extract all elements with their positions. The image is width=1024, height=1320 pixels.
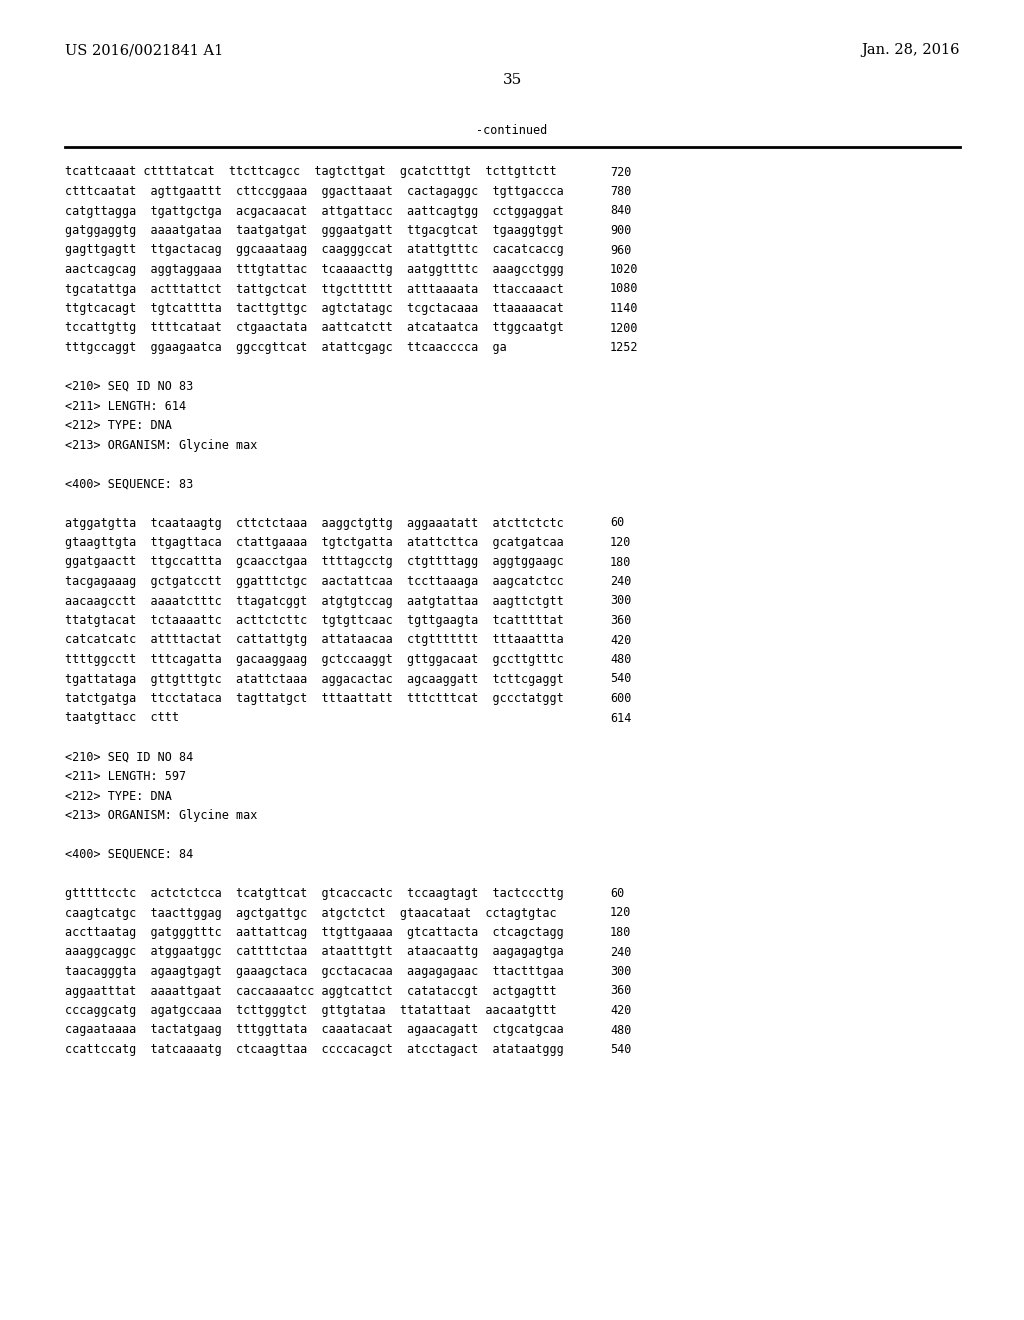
Text: 300: 300 — [610, 594, 632, 607]
Text: 420: 420 — [610, 634, 632, 647]
Text: gagttgagtt  ttgactacag  ggcaaataag  caagggccat  atattgtttc  cacatcaccg: gagttgagtt ttgactacag ggcaaataag caagggc… — [65, 243, 564, 256]
Text: 240: 240 — [610, 945, 632, 958]
Text: aacaagcctt  aaaatctttc  ttagatcggt  atgtgtccag  aatgtattaa  aagttctgtt: aacaagcctt aaaatctttc ttagatcggt atgtgtc… — [65, 594, 564, 607]
Text: <213> ORGANISM: Glycine max: <213> ORGANISM: Glycine max — [65, 438, 257, 451]
Text: 60: 60 — [610, 887, 625, 900]
Text: 540: 540 — [610, 672, 632, 685]
Text: gatggaggtg  aaaatgataa  taatgatgat  gggaatgatt  ttgacgtcat  tgaaggtggt: gatggaggtg aaaatgataa taatgatgat gggaatg… — [65, 224, 564, 238]
Text: 900: 900 — [610, 224, 632, 238]
Text: 300: 300 — [610, 965, 632, 978]
Text: 60: 60 — [610, 516, 625, 529]
Text: gtaagttgta  ttgagttaca  ctattgaaaa  tgtctgatta  atattcttca  gcatgatcaa: gtaagttgta ttgagttaca ctattgaaaa tgtctga… — [65, 536, 564, 549]
Text: 780: 780 — [610, 185, 632, 198]
Text: 720: 720 — [610, 165, 632, 178]
Text: accttaatag  gatgggtttc  aattattcag  ttgttgaaaa  gtcattacta  ctcagctagg: accttaatag gatgggtttc aattattcag ttgttga… — [65, 927, 564, 939]
Text: taacagggta  agaagtgagt  gaaagctaca  gcctacacaa  aagagagaac  ttactttgaa: taacagggta agaagtgagt gaaagctaca gcctaca… — [65, 965, 564, 978]
Text: 960: 960 — [610, 243, 632, 256]
Text: 1200: 1200 — [610, 322, 639, 334]
Text: <213> ORGANISM: Glycine max: <213> ORGANISM: Glycine max — [65, 809, 257, 822]
Text: <210> SEQ ID NO 83: <210> SEQ ID NO 83 — [65, 380, 194, 393]
Text: 600: 600 — [610, 692, 632, 705]
Text: aactcagcag  aggtaggaaa  tttgtattac  tcaaaacttg  aatggttttc  aaagcctggg: aactcagcag aggtaggaaa tttgtattac tcaaaac… — [65, 263, 564, 276]
Text: 480: 480 — [610, 1023, 632, 1036]
Text: 360: 360 — [610, 614, 632, 627]
Text: gtttttcctc  actctctcca  tcatgttcat  gtcaccactc  tccaagtagt  tactcccttg: gtttttcctc actctctcca tcatgttcat gtcacca… — [65, 887, 564, 900]
Text: aaaggcaggc  atggaatggc  cattttctaa  ataatttgtt  ataacaattg  aagagagtga: aaaggcaggc atggaatggc cattttctaa ataattt… — [65, 945, 564, 958]
Text: 180: 180 — [610, 556, 632, 569]
Text: US 2016/0021841 A1: US 2016/0021841 A1 — [65, 44, 223, 57]
Text: <400> SEQUENCE: 83: <400> SEQUENCE: 83 — [65, 478, 194, 491]
Text: 420: 420 — [610, 1005, 632, 1016]
Text: atggatgtta  tcaataagtg  cttctctaaa  aaggctgttg  aggaaatatt  atcttctctc: atggatgtta tcaataagtg cttctctaaa aaggctg… — [65, 516, 564, 529]
Text: -continued: -continued — [476, 124, 548, 136]
Text: tgcatattga  actttattct  tattgctcat  ttgctttttt  atttaaaata  ttaccaaact: tgcatattga actttattct tattgctcat ttgcttt… — [65, 282, 564, 296]
Text: tttgccaggt  ggaagaatca  ggccgttcat  atattcgagc  ttcaacccca  ga: tttgccaggt ggaagaatca ggccgttcat atattcg… — [65, 341, 507, 354]
Text: tgattataga  gttgtttgtc  atattctaaa  aggacactac  agcaaggatt  tcttcgaggt: tgattataga gttgtttgtc atattctaaa aggacac… — [65, 672, 564, 685]
Text: 120: 120 — [610, 907, 632, 920]
Text: ttgtcacagt  tgtcatttta  tacttgttgc  agtctatagc  tcgctacaaa  ttaaaaacat: ttgtcacagt tgtcatttta tacttgttgc agtctat… — [65, 302, 564, 315]
Text: tacgagaaag  gctgatcctt  ggatttctgc  aactattcaa  tccttaaaga  aagcatctcc: tacgagaaag gctgatcctt ggatttctgc aactatt… — [65, 576, 564, 587]
Text: 840: 840 — [610, 205, 632, 218]
Text: tcattcaaat cttttatcat  ttcttcagcc  tagtcttgat  gcatctttgt  tcttgttctt: tcattcaaat cttttatcat ttcttcagcc tagtctt… — [65, 165, 557, 178]
Text: 540: 540 — [610, 1043, 632, 1056]
Text: taatgttacc  cttt: taatgttacc cttt — [65, 711, 179, 725]
Text: 120: 120 — [610, 536, 632, 549]
Text: <211> LENGTH: 614: <211> LENGTH: 614 — [65, 400, 186, 412]
Text: aggaatttat  aaaattgaat  caccaaaatcc aggtcattct  catataccgt  actgagttt: aggaatttat aaaattgaat caccaaaatcc aggtca… — [65, 985, 557, 998]
Text: <210> SEQ ID NO 84: <210> SEQ ID NO 84 — [65, 751, 194, 763]
Text: 1252: 1252 — [610, 341, 639, 354]
Text: tccattgttg  ttttcataat  ctgaactata  aattcatctt  atcataatca  ttggcaatgt: tccattgttg ttttcataat ctgaactata aattcat… — [65, 322, 564, 334]
Text: <212> TYPE: DNA: <212> TYPE: DNA — [65, 418, 172, 432]
Text: caagtcatgc  taacttggag  agctgattgc  atgctctct  gtaacataat  cctagtgtac: caagtcatgc taacttggag agctgattgc atgctct… — [65, 907, 557, 920]
Text: ggatgaactt  ttgccattta  gcaacctgaa  ttttagcctg  ctgttttagg  aggtggaagc: ggatgaactt ttgccattta gcaacctgaa ttttagc… — [65, 556, 564, 569]
Text: catcatcatc  attttactat  cattattgtg  attataacaa  ctgttttttt  tttaaattta: catcatcatc attttactat cattattgtg attataa… — [65, 634, 564, 647]
Text: cccaggcatg  agatgccaaa  tcttgggtct  gttgtataa  ttatattaat  aacaatgttt: cccaggcatg agatgccaaa tcttgggtct gttgtat… — [65, 1005, 557, 1016]
Text: 1020: 1020 — [610, 263, 639, 276]
Text: <211> LENGTH: 597: <211> LENGTH: 597 — [65, 770, 186, 783]
Text: 614: 614 — [610, 711, 632, 725]
Text: ctttcaatat  agttgaattt  cttccggaaa  ggacttaaat  cactagaggc  tgttgaccca: ctttcaatat agttgaattt cttccggaaa ggactta… — [65, 185, 564, 198]
Text: catgttagga  tgattgctga  acgacaacat  attgattacc  aattcagtgg  cctggaggat: catgttagga tgattgctga acgacaacat attgatt… — [65, 205, 564, 218]
Text: 480: 480 — [610, 653, 632, 667]
Text: ttatgtacat  tctaaaattc  acttctcttc  tgtgttcaac  tgttgaagta  tcatttttat: ttatgtacat tctaaaattc acttctcttc tgtgttc… — [65, 614, 564, 627]
Text: 360: 360 — [610, 985, 632, 998]
Text: <400> SEQUENCE: 84: <400> SEQUENCE: 84 — [65, 847, 194, 861]
Text: cagaataaaa  tactatgaag  tttggttata  caaatacaat  agaacagatt  ctgcatgcaa: cagaataaaa tactatgaag tttggttata caaatac… — [65, 1023, 564, 1036]
Text: 1080: 1080 — [610, 282, 639, 296]
Text: ttttggcctt  tttcagatta  gacaaggaag  gctccaaggt  gttggacaat  gccttgtttc: ttttggcctt tttcagatta gacaaggaag gctccaa… — [65, 653, 564, 667]
Text: 1140: 1140 — [610, 302, 639, 315]
Text: 240: 240 — [610, 576, 632, 587]
Text: Jan. 28, 2016: Jan. 28, 2016 — [861, 44, 961, 57]
Text: ccattccatg  tatcaaaatg  ctcaagttaa  ccccacagct  atcctagact  atataatggg: ccattccatg tatcaaaatg ctcaagttaa ccccaca… — [65, 1043, 564, 1056]
Text: 180: 180 — [610, 927, 632, 939]
Text: tatctgatga  ttcctataca  tagttatgct  tttaattatt  tttctttcat  gccctatggt: tatctgatga ttcctataca tagttatgct tttaatt… — [65, 692, 564, 705]
Text: 35: 35 — [503, 73, 521, 87]
Text: <212> TYPE: DNA: <212> TYPE: DNA — [65, 789, 172, 803]
